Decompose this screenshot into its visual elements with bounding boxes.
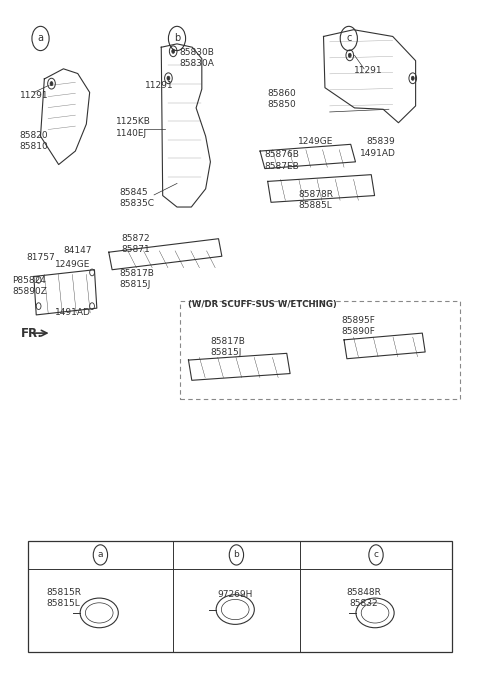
Text: 1249GE: 1249GE [55,260,90,269]
Text: b: b [174,33,180,43]
Text: 84147: 84147 [63,246,92,255]
Text: 1491AD: 1491AD [360,148,396,158]
Text: 85895F
85890F: 85895F 85890F [341,316,375,336]
Text: (W/DR SCUFF-SUS W/ETCHING): (W/DR SCUFF-SUS W/ETCHING) [188,301,336,309]
Text: 85860
85850: 85860 85850 [268,89,297,109]
Text: 1125KB
1140EJ: 1125KB 1140EJ [116,117,151,137]
Text: 85830B
85830A: 85830B 85830A [180,48,214,68]
Text: 1491AD: 1491AD [55,309,91,318]
Bar [180,301,459,399]
Text: 11291: 11291 [354,66,382,74]
Text: 85839: 85839 [366,137,395,146]
Text: a: a [37,33,44,43]
Circle shape [172,49,175,53]
Text: c: c [373,550,379,559]
Text: 81757: 81757 [26,253,55,262]
Text: 85845
85835C: 85845 85835C [120,188,155,209]
Text: 1249GE: 1249GE [298,137,334,146]
Text: 85876B
8587EB: 85876B 8587EB [265,150,300,171]
Text: 85820
85810: 85820 85810 [20,131,48,151]
Text: 97269H: 97269H [217,590,253,599]
Text: a: a [97,550,103,559]
Text: P85824
85890Z: P85824 85890Z [12,276,47,296]
Bar [28,541,452,652]
Text: 85872
85871: 85872 85871 [121,234,150,254]
Circle shape [167,77,170,81]
Text: 85817B
85815J: 85817B 85815J [210,337,245,357]
Text: 11291: 11291 [20,91,48,100]
Circle shape [411,77,414,81]
Circle shape [348,53,351,58]
Text: FR.: FR. [21,326,42,340]
Text: c: c [346,33,351,43]
Text: 85815R
85815L: 85815R 85815L [46,588,81,608]
Text: 11291: 11291 [144,81,173,90]
Text: 85878R
85885L: 85878R 85885L [298,190,333,210]
Text: 85848R
85832: 85848R 85832 [347,588,382,608]
Text: b: b [234,550,240,559]
Text: 85817B
85815J: 85817B 85815J [120,269,155,289]
Circle shape [50,82,53,86]
